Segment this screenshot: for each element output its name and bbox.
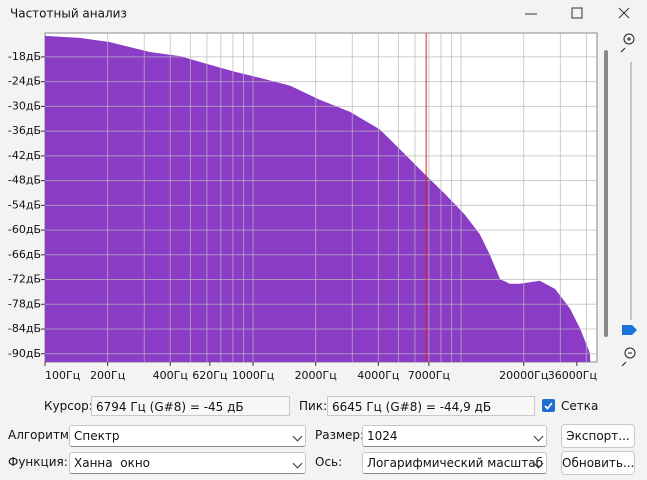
axis-value: Логарифмический масштаб bbox=[367, 456, 544, 470]
chart: Частотный анализ -18дБ -24дБ -30дБ -36дБ -42… bbox=[8, 7, 637, 382]
size-label: Размер: bbox=[315, 428, 365, 442]
export-button[interactable]: Экспорт... bbox=[561, 424, 635, 448]
y-tick-label: -84дБ bbox=[8, 322, 41, 335]
scrollbar[interactable] bbox=[604, 50, 608, 337]
function-value: Ханна окно bbox=[74, 456, 151, 470]
x-tick-label: 7000Гц bbox=[408, 369, 450, 382]
x-tick-label: 200Гц bbox=[90, 369, 125, 382]
x-tick-label: 4000Гц bbox=[357, 369, 399, 382]
x-tick-label: 1000Гц bbox=[232, 369, 274, 382]
peak-label: Пик: bbox=[299, 399, 328, 413]
axis-select[interactable]: Логарифмический масштаб bbox=[362, 452, 547, 474]
algorithm-select[interactable]: Спектр bbox=[69, 425, 306, 447]
grid-checkbox[interactable] bbox=[542, 399, 555, 412]
spectrum-area bbox=[45, 35, 591, 363]
cursor-field: 6794 Гц (G#8) = -45 дБ bbox=[91, 396, 290, 416]
close[interactable] bbox=[618, 7, 630, 19]
y-tick-label: -24дБ bbox=[8, 75, 41, 88]
cursor-label: Курсор: bbox=[44, 399, 93, 413]
maximize[interactable] bbox=[571, 7, 583, 19]
x-tick-label: 620Гц bbox=[192, 369, 227, 382]
x-tick-label: 36000Гц bbox=[548, 369, 597, 382]
zoom-in-glyph bbox=[620, 37, 631, 53]
y-tick-label: -36дБ bbox=[8, 124, 41, 137]
axis-label: Ось: bbox=[315, 455, 343, 469]
zoom-out-glyph bbox=[621, 352, 632, 367]
slider-thumb[interactable] bbox=[622, 325, 637, 335]
x-tick-label: 100Гц bbox=[45, 369, 80, 382]
x-tick-label: 400Гц bbox=[153, 369, 188, 382]
peak-field: 6645 Гц (G#8) = -44,9 дБ bbox=[327, 396, 535, 416]
y-tick-label: -78дБ bbox=[8, 297, 41, 310]
zoom-out[interactable] bbox=[624, 347, 636, 359]
grid-label: Сетка bbox=[561, 399, 599, 413]
window-title: Частотный анализ bbox=[10, 7, 127, 21]
refresh-button[interactable]: Обновить... bbox=[561, 451, 635, 475]
y-tick-label: -42дБ bbox=[8, 149, 41, 162]
zoom-in[interactable] bbox=[623, 33, 635, 45]
y-tick-label: -66дБ bbox=[8, 248, 41, 261]
y-tick-label: -54дБ bbox=[8, 198, 41, 211]
y-tick-label: -90дБ bbox=[8, 347, 41, 360]
y-tick-label: -72дБ bbox=[8, 273, 41, 286]
y-tick-label: -60дБ bbox=[8, 223, 41, 236]
x-tick-label: 20000Гц bbox=[499, 369, 548, 382]
function-select[interactable]: Ханна окно bbox=[69, 452, 306, 474]
y-tick-label: -48дБ bbox=[8, 174, 41, 187]
y-tick-label: -30дБ bbox=[8, 99, 41, 112]
check-mark bbox=[544, 402, 553, 410]
function-label: Функция: bbox=[8, 455, 68, 469]
y-tick-label: -18дБ bbox=[8, 50, 41, 63]
algorithm-value: Спектр bbox=[74, 429, 120, 443]
size-value: 1024 bbox=[367, 429, 398, 443]
size-select[interactable]: 1024 bbox=[362, 425, 547, 447]
x-tick-label: 2000Гц bbox=[295, 369, 337, 382]
zoom-slider bbox=[604, 33, 637, 367]
algorithm-label: Алгоритм: bbox=[8, 428, 74, 442]
